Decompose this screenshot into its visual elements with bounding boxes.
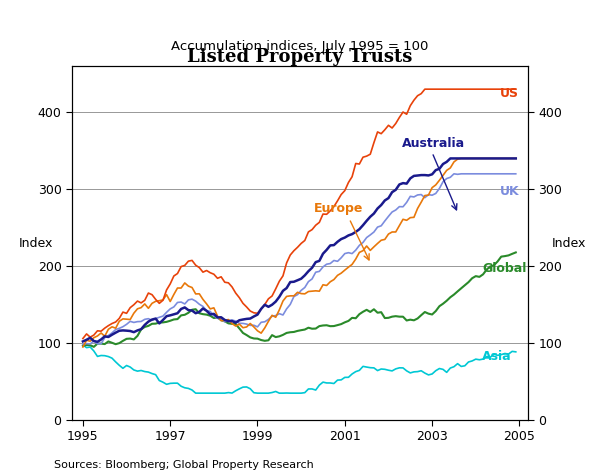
Text: Australia: Australia xyxy=(401,137,464,150)
Text: UK: UK xyxy=(500,185,519,198)
Text: Global: Global xyxy=(482,261,527,275)
Text: US: US xyxy=(500,87,518,100)
Text: Sources: Bloomberg; Global Property Research: Sources: Bloomberg; Global Property Rese… xyxy=(54,460,314,470)
Text: Asia: Asia xyxy=(482,350,512,363)
Text: Index: Index xyxy=(19,236,53,250)
Text: Europe: Europe xyxy=(314,202,364,215)
Text: Index: Index xyxy=(552,236,586,250)
Title: Listed Property Trusts: Listed Property Trusts xyxy=(187,48,413,66)
Text: Accumulation indices, July 1995 = 100: Accumulation indices, July 1995 = 100 xyxy=(172,40,428,53)
